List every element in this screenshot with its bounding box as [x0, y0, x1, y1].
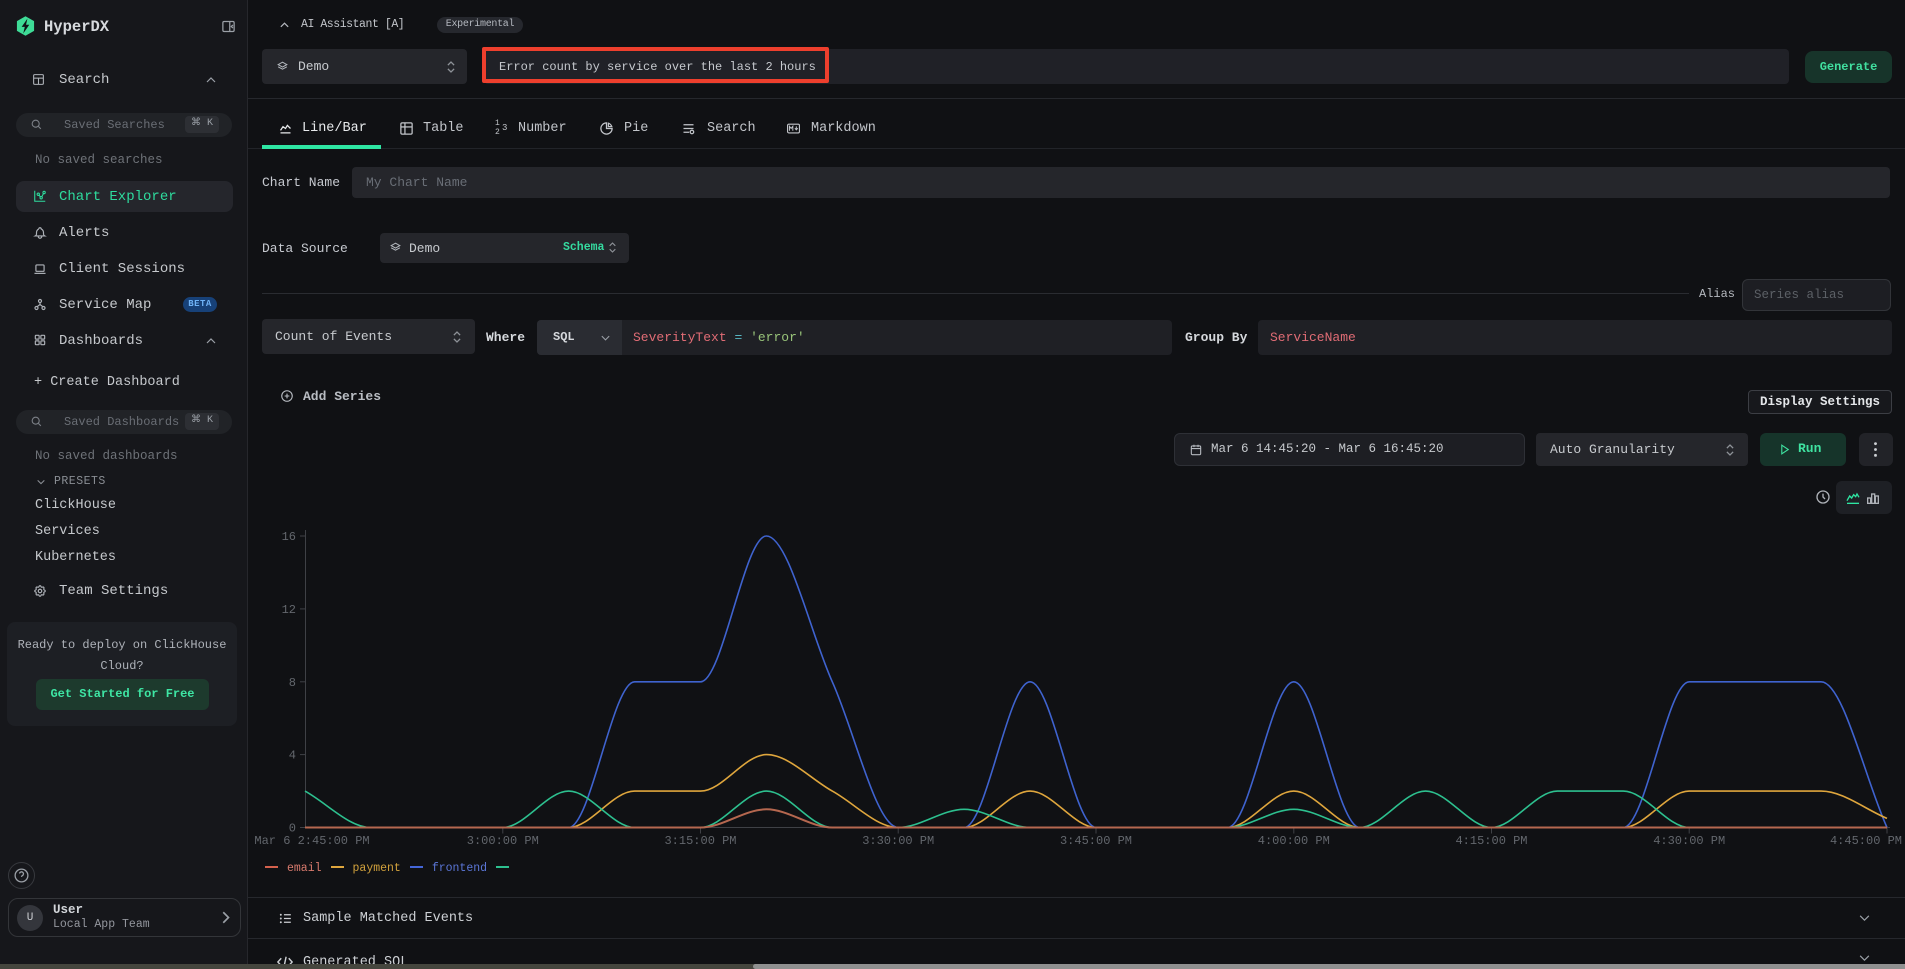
svg-text:Mar 6 2:45:00 PM: Mar 6 2:45:00 PM — [254, 834, 369, 848]
svg-text:4: 4 — [289, 749, 296, 763]
svg-text:3:45:00 PM: 3:45:00 PM — [1060, 834, 1132, 848]
svg-text:8: 8 — [289, 676, 296, 690]
svg-text:16: 16 — [282, 530, 296, 544]
svg-text:3:30:00 PM: 3:30:00 PM — [862, 834, 934, 848]
svg-text:4:00:00 PM: 4:00:00 PM — [1258, 834, 1330, 848]
svg-text:4:15:00 PM: 4:15:00 PM — [1455, 834, 1527, 848]
svg-text:4:45:00 PM: 4:45:00 PM — [1830, 834, 1902, 848]
svg-text:4:30:00 PM: 4:30:00 PM — [1653, 834, 1725, 848]
svg-text:12: 12 — [282, 603, 296, 617]
svg-text:3:15:00 PM: 3:15:00 PM — [664, 834, 736, 848]
svg-text:3:00:00 PM: 3:00:00 PM — [467, 834, 539, 848]
svg-text:0: 0 — [289, 822, 296, 836]
